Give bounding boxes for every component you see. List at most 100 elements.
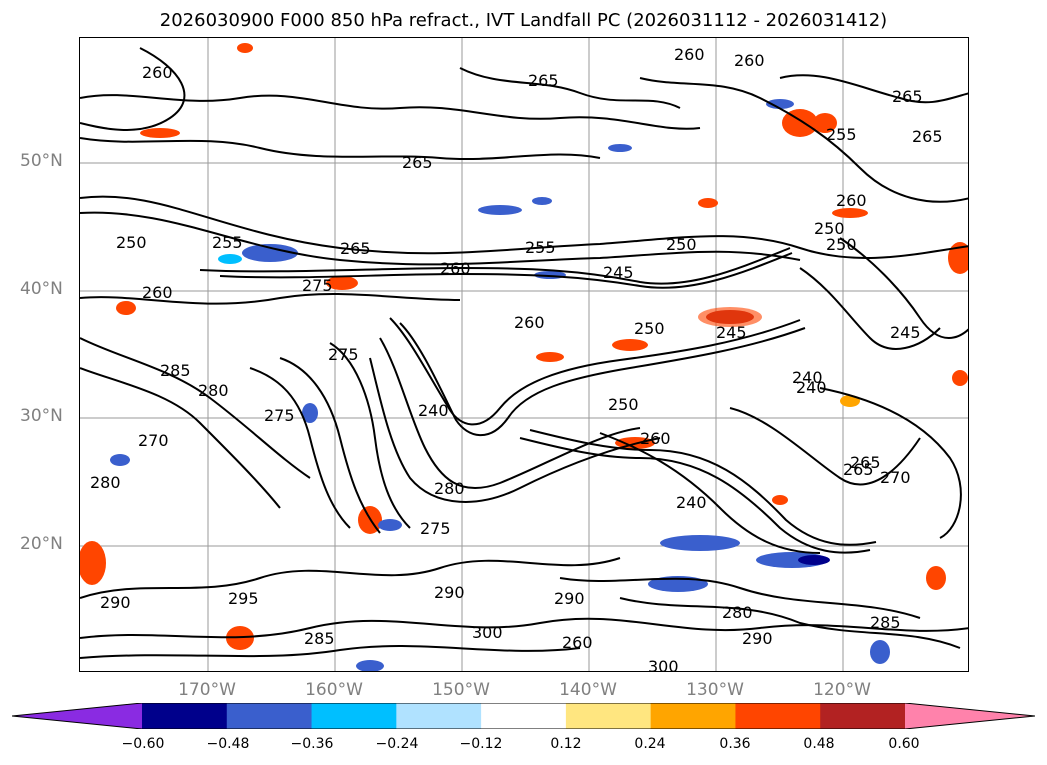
- contour-label: 290: [100, 593, 131, 612]
- colorbar-segment: [650, 703, 736, 729]
- contour-label: 275: [328, 345, 359, 364]
- negative-patch: [218, 254, 242, 264]
- lon-label-150w: 150°W: [432, 680, 490, 700]
- colorbar-tick: 0.48: [803, 736, 835, 752]
- positive-patch: [926, 566, 946, 590]
- negative-patch: [302, 403, 318, 423]
- contour-label: 250: [814, 219, 845, 238]
- negative-patch: [870, 640, 890, 664]
- contour-label: 240: [418, 401, 449, 420]
- contour-label: 280: [434, 479, 465, 498]
- colorbar-segment: [481, 703, 567, 729]
- contour-label: 255: [525, 238, 556, 257]
- contour-label: 260: [734, 51, 765, 70]
- positive-patch: [813, 113, 837, 133]
- colorbar-tick: −0.48: [206, 736, 250, 752]
- graticule: [80, 38, 968, 671]
- contour-label: 265: [528, 71, 559, 90]
- colorbar-segment: [396, 703, 482, 729]
- negative-patch: [532, 197, 552, 205]
- colorbar-segment: [905, 703, 1035, 729]
- map-title: 2026030900 F000 850 hPa refract., IVT La…: [159, 10, 888, 31]
- contour-label: 280: [198, 381, 229, 400]
- contour-lines: [80, 47, 968, 659]
- negative-patch: [766, 99, 794, 109]
- contour-label: 260: [640, 429, 671, 448]
- positive-patch: [772, 495, 788, 505]
- contour-label: 270: [880, 468, 911, 487]
- contour-label: 245: [603, 263, 634, 282]
- lon-label-160w: 160°W: [305, 680, 363, 700]
- positive-patch: [782, 109, 818, 137]
- colorbar-tick: 0.24: [634, 736, 666, 752]
- positive-patch: [140, 128, 180, 138]
- contour-label: 300: [648, 657, 679, 672]
- contour-label: 265: [402, 153, 433, 172]
- lon-label-120w: 120°W: [813, 680, 871, 700]
- contour-label: 265: [843, 460, 874, 479]
- negative-patch: [356, 660, 384, 671]
- contour-label: 240: [676, 493, 707, 512]
- contour-label: 260: [142, 63, 173, 82]
- contour-label: 260: [440, 259, 471, 278]
- colorbar-tick: 0.36: [719, 736, 751, 752]
- contour-label: 275: [302, 276, 333, 295]
- contour-label: 295: [228, 589, 259, 608]
- colorbar-tick: 0.12: [550, 736, 582, 752]
- contour-label: 285: [870, 613, 901, 632]
- negative-patch: [660, 535, 740, 551]
- positive-patch: [536, 352, 564, 362]
- positive-patch: [698, 198, 718, 208]
- colorbar-tick: −0.12: [459, 736, 503, 752]
- colorbar-tick: −0.60: [121, 736, 165, 752]
- map-canvas: 260 265 250 255 265 255 260 265 245 250 …: [80, 38, 968, 672]
- lat-label-40n: 40°N: [20, 279, 63, 299]
- contour-label: 265: [912, 127, 943, 146]
- colorbar-segment: [735, 703, 821, 729]
- lon-label-130w: 130°W: [686, 680, 744, 700]
- colorbar-segment: [311, 703, 397, 729]
- positive-patch: [832, 208, 868, 218]
- lat-label-20n: 20°N: [20, 534, 63, 554]
- colorbar-segment: [820, 703, 906, 729]
- contour-label: 245: [716, 323, 747, 342]
- contour-label: 285: [304, 629, 335, 648]
- positive-patch: [326, 276, 358, 290]
- contour-label: 280: [722, 603, 753, 622]
- positive-patch: [952, 370, 968, 386]
- contour-label: 265: [850, 453, 881, 472]
- contour-label: 290: [434, 583, 465, 602]
- lat-label-50n: 50°N: [20, 151, 63, 171]
- contour-label: 250: [634, 319, 665, 338]
- contour-label: 250: [608, 395, 639, 414]
- colorbar-segment: [565, 703, 652, 729]
- contour-label: 300: [472, 623, 503, 642]
- negative-patch: [608, 144, 632, 152]
- contour-label: 275: [264, 406, 295, 425]
- contour-label: 260: [836, 191, 867, 210]
- positive-patch: [80, 541, 106, 585]
- contour-label: 260: [562, 633, 593, 652]
- positive-patch: [948, 242, 968, 274]
- contour-label: 250: [826, 235, 857, 254]
- positive-patch: [698, 307, 762, 327]
- lat-label-30n: 30°N: [20, 406, 63, 426]
- positive-patch: [237, 43, 253, 53]
- contour-label: 240: [796, 378, 827, 397]
- contour-label: 255: [826, 125, 857, 144]
- lon-label-140w: 140°W: [559, 680, 617, 700]
- contour-label: 240: [792, 368, 823, 387]
- negative-patch: [798, 555, 830, 565]
- contour-label: 255: [212, 233, 243, 252]
- colorbar-tick: −0.36: [290, 736, 334, 752]
- contour-label: 275: [420, 519, 451, 538]
- contour-label-group: 260 265 250 255 265 255 260 265 245 250 …: [90, 45, 943, 672]
- contour-label: 260: [674, 45, 705, 64]
- colorbar: [12, 703, 1035, 729]
- contour-label: 290: [554, 589, 585, 608]
- contour-label: 290: [742, 629, 773, 648]
- negative-patch: [110, 454, 130, 466]
- positive-patch: [116, 301, 136, 315]
- contour-label: 270: [138, 431, 169, 450]
- negative-patch: [378, 519, 402, 531]
